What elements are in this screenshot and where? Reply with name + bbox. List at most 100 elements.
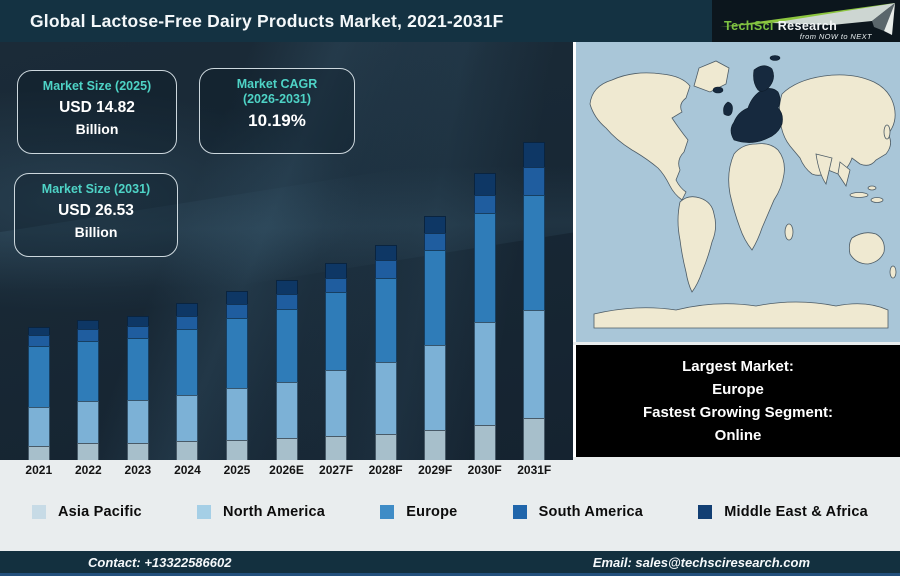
bar-segment-middle-east-africa xyxy=(77,319,100,330)
legend-item-north-america: North America xyxy=(197,504,325,520)
header-bar: Global Lactose-Free Dairy Products Marke… xyxy=(0,0,900,42)
axis-label-2027F: 2027F xyxy=(319,463,354,477)
info-label: Market Size (2025) xyxy=(42,79,152,93)
bar-segment-asia-pacific xyxy=(275,438,298,460)
stacked-bar-chart xyxy=(0,42,573,460)
bar-segment-south-america xyxy=(225,304,248,319)
bar-segment-asia-pacific xyxy=(126,443,149,460)
bar-segment-north-america xyxy=(176,395,199,441)
bar-segment-south-america xyxy=(473,194,496,213)
bar-segment-asia-pacific xyxy=(225,439,248,460)
bar-segment-south-america xyxy=(176,316,199,330)
legend-item-south-america: South America xyxy=(512,504,644,520)
bar-segment-middle-east-africa xyxy=(126,316,149,326)
axis-label-2029F: 2029F xyxy=(418,463,453,477)
bar-segment-middle-east-africa xyxy=(225,290,248,305)
info-box-market-size-2025: Market Size (2025) USD 14.82 Billion xyxy=(17,70,177,154)
callout-line: Largest Market: xyxy=(682,358,794,375)
bar-segment-middle-east-africa xyxy=(523,142,546,168)
legend-item-middle-east-africa: Middle East & Africa xyxy=(698,504,868,520)
bar-segment-middle-east-africa xyxy=(275,280,298,295)
logo-tagline: from NOW to NEXT xyxy=(799,32,872,41)
bar-stack xyxy=(77,319,100,460)
bar-segment-south-america xyxy=(77,329,100,342)
bar-2022 xyxy=(64,42,114,460)
bar-segment-europe xyxy=(523,194,546,310)
bar-segment-south-america xyxy=(275,294,298,309)
bar-2023 xyxy=(113,42,163,460)
bar-segment-north-america xyxy=(374,361,397,434)
callout-line: Europe xyxy=(712,381,764,398)
bar-segment-north-america xyxy=(523,310,546,418)
bar-segment-middle-east-africa xyxy=(176,302,199,317)
bar-segment-north-america xyxy=(473,322,496,426)
chart-panel: Market Size (2025) USD 14.82 Billion Mar… xyxy=(0,42,573,460)
callout-line: Fastest Growing Segment: xyxy=(642,404,834,421)
legend-label: South America xyxy=(538,504,644,520)
map-landmasses xyxy=(589,60,897,329)
bar-segment-north-america xyxy=(126,400,149,444)
bar-2030F xyxy=(460,42,510,460)
bar-segment-europe xyxy=(325,292,348,370)
legend-label: Asia Pacific xyxy=(58,504,142,520)
axis-label-2021: 2021 xyxy=(25,463,53,477)
axis-label-2024: 2024 xyxy=(174,463,201,477)
bar-segment-europe xyxy=(176,329,199,396)
techsci-logo: TechSci Research from NOW to NEXT xyxy=(712,0,900,42)
bar-stack xyxy=(473,173,496,460)
bar-segment-europe xyxy=(225,318,248,389)
bar-segment-europe xyxy=(77,341,100,402)
bar-segment-north-america xyxy=(27,407,50,446)
bar-segment-asia-pacific xyxy=(424,430,447,460)
bar-segment-asia-pacific xyxy=(77,443,100,460)
map-europe-highlight xyxy=(712,55,783,143)
page-title: Global Lactose-Free Dairy Products Marke… xyxy=(30,11,504,31)
bar-segment-europe xyxy=(424,250,447,345)
bar-segment-south-america xyxy=(325,277,348,292)
axis-label-2031F: 2031F xyxy=(517,463,552,477)
legend-swatch xyxy=(197,505,212,519)
bar-segment-middle-east-africa xyxy=(27,326,50,336)
info-box-cagr: Market CAGR (2026-2031) 10.19% xyxy=(199,68,355,154)
legend-swatch xyxy=(380,505,395,519)
bar-2021 xyxy=(14,42,64,460)
bar-segment-asia-pacific xyxy=(176,440,199,460)
footer-bar: Contact: +13322586602 Email: sales@techs… xyxy=(0,551,900,576)
axis-label-2025: 2025 xyxy=(223,463,251,477)
logo-arrow-icon xyxy=(720,3,895,35)
info-box-market-size-2031: Market Size (2031) USD 26.53 Billion xyxy=(14,173,178,257)
legend-label: Europe xyxy=(406,504,458,520)
bar-segment-north-america xyxy=(77,401,100,444)
info-unit: Billion xyxy=(75,121,119,137)
info-value: USD 26.53 xyxy=(58,202,134,219)
bar-segment-north-america xyxy=(275,382,298,439)
bar-2031F xyxy=(509,42,559,460)
bar-segment-south-america xyxy=(126,325,149,338)
axis-label-2030F: 2030F xyxy=(467,463,502,477)
bar-segment-asia-pacific xyxy=(27,445,50,460)
right-panel: Largest Market: Europe Fastest Growing S… xyxy=(573,42,900,457)
bar-stack xyxy=(275,280,298,460)
bar-stack xyxy=(176,302,199,460)
bar-stack xyxy=(27,326,50,460)
legend-item-europe: Europe xyxy=(380,504,457,520)
bar-stack xyxy=(225,290,248,460)
bar-segment-middle-east-africa xyxy=(424,216,447,234)
bar-segment-north-america xyxy=(225,388,248,440)
legend-swatch xyxy=(512,505,527,519)
bar-stack xyxy=(325,263,348,460)
info-value: USD 14.82 xyxy=(59,99,135,116)
bar-2026E xyxy=(262,42,312,460)
bar-segment-south-america xyxy=(374,259,397,278)
info-label: Market Size (2031) xyxy=(41,182,151,196)
footer-email: Email: sales@techsciresearch.com xyxy=(592,554,810,570)
bar-segment-north-america xyxy=(325,370,348,436)
axis-label-2022: 2022 xyxy=(74,463,102,477)
bar-segment-europe xyxy=(275,308,298,383)
callout-line: Online xyxy=(714,427,762,444)
bar-segment-asia-pacific xyxy=(325,436,348,460)
legend-label: North America xyxy=(223,504,326,520)
chart-legend: Asia Pacific North America Europe South Ame… xyxy=(0,497,900,527)
x-axis-labels: 2021 2022 2023 2024 2025 2026E 2027F 2028F 2029F… xyxy=(0,460,573,482)
